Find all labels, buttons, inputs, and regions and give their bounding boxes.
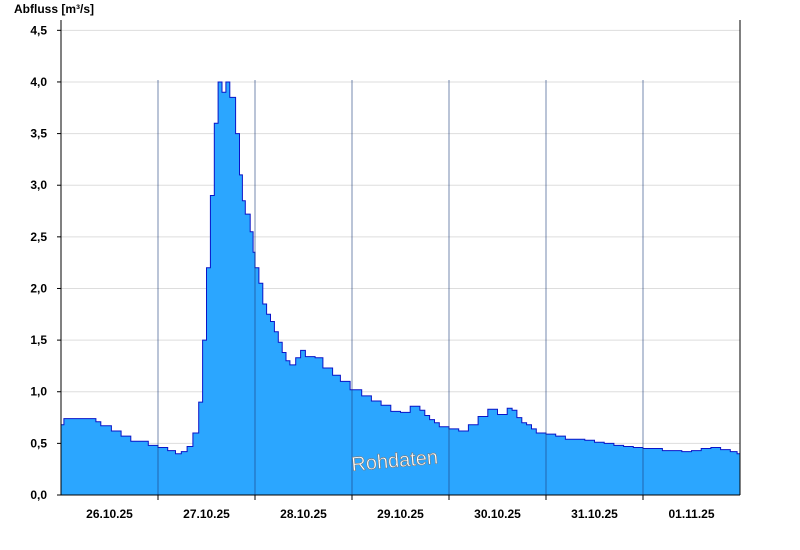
series-layer	[61, 81, 741, 495]
y-tick-label: 3,5	[30, 127, 47, 141]
axes	[57, 20, 741, 500]
y-tick-label: 2,5	[30, 230, 47, 244]
y-axis-title: Abfluss [m³/s]	[14, 2, 94, 16]
x-tick-labels: 26.10.25 27.10.25 28.10.25 29.10.25 30.10.25…	[86, 507, 715, 521]
x-tick-label: 01.11.25	[668, 507, 714, 521]
y-tick-label: 0,0	[30, 488, 47, 502]
x-tick-label: 27.10.25	[183, 507, 230, 521]
y-tick-label: 1,0	[30, 385, 47, 399]
y-tick-label: 2,0	[30, 281, 47, 295]
y-tick-label: 3,0	[30, 178, 47, 192]
series-area	[61, 82, 740, 495]
y-tick-label: 0,5	[30, 436, 47, 450]
x-tick-label: 28.10.25	[280, 507, 327, 521]
y-tick-label: 1,5	[30, 333, 47, 347]
y-tick-label: 4,0	[30, 75, 47, 89]
x-tick-label: 29.10.25	[377, 507, 424, 521]
series-line	[61, 81, 741, 458]
x-tick-label: 31.10.25	[571, 507, 618, 521]
x-tick-label: 26.10.25	[86, 507, 133, 521]
day-separator-lines	[157, 80, 644, 495]
gridlines	[61, 29, 740, 444]
y-tick-label: 4,5	[30, 23, 47, 37]
x-tick-label: 30.10.25	[474, 507, 521, 521]
y-tick-labels: 0,0 0,5 1,0 1,5 2,0 2,5 3,0 3,5 4,0 4,5	[30, 23, 47, 502]
